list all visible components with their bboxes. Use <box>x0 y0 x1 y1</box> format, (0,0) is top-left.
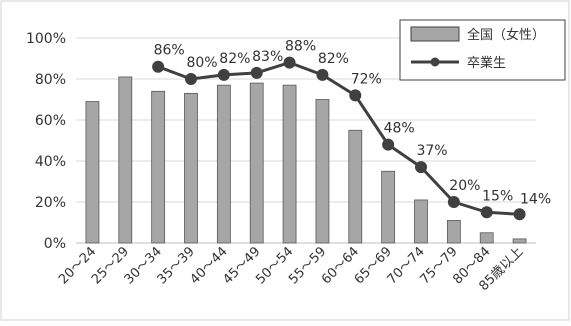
line-point <box>316 68 329 81</box>
y-tick-label: 20% <box>35 195 66 211</box>
bar <box>479 232 494 244</box>
y-tick-label: 60% <box>35 113 66 129</box>
data-label: 82% <box>318 51 349 67</box>
legend-box <box>399 19 566 81</box>
data-label: 48% <box>384 121 415 137</box>
bar <box>315 99 330 244</box>
line-point <box>382 138 395 151</box>
legend-line-label: 卒業生 <box>467 55 506 71</box>
y-tick-label: 40% <box>35 154 66 170</box>
data-label: 82% <box>219 51 250 67</box>
legend-line-marker <box>430 57 440 67</box>
line-point <box>185 73 197 85</box>
data-labels: 86%80% 82% 83%88%82%72%48%37%20%15% 14% <box>154 39 552 208</box>
bar <box>151 90 166 244</box>
line-point <box>250 66 263 79</box>
line-series <box>152 56 526 221</box>
data-label: 86% <box>154 43 185 59</box>
line-point <box>217 68 230 81</box>
bar <box>85 101 100 244</box>
bar <box>282 84 297 244</box>
y-tick-label: 0% <box>44 236 66 252</box>
bar <box>184 92 198 244</box>
line-point <box>415 161 427 174</box>
legend-bar-swatch <box>410 26 460 42</box>
bar <box>414 199 428 244</box>
bar <box>216 84 231 244</box>
line-point <box>152 60 165 73</box>
data-label: 37% <box>416 143 447 159</box>
y-axis: 0% 20% 40% 60% 80% 100% <box>26 31 66 252</box>
line-point <box>283 56 296 69</box>
bar <box>381 170 396 244</box>
data-label: 20% <box>449 178 480 194</box>
data-label: 83% <box>252 49 283 65</box>
bar-series <box>85 76 527 244</box>
bar <box>446 220 461 244</box>
data-label: 88% <box>285 39 316 55</box>
data-label: 72% <box>351 71 382 87</box>
bar <box>249 82 264 244</box>
line-point <box>349 89 362 102</box>
line-point <box>513 208 526 221</box>
legend: 全国（女性） 卒業生 <box>399 19 566 81</box>
data-label: 80% <box>186 55 217 71</box>
bar <box>512 238 527 244</box>
y-tick-label: 80% <box>35 72 66 88</box>
line-point <box>447 196 460 208</box>
legend-bar-label: 全国（女性） <box>467 27 545 43</box>
data-label: 14% <box>520 191 551 207</box>
bar <box>118 76 133 244</box>
y-tick-label: 100% <box>26 31 66 47</box>
bar <box>348 129 363 244</box>
data-label: 15% <box>482 188 513 204</box>
line-point <box>480 206 493 219</box>
